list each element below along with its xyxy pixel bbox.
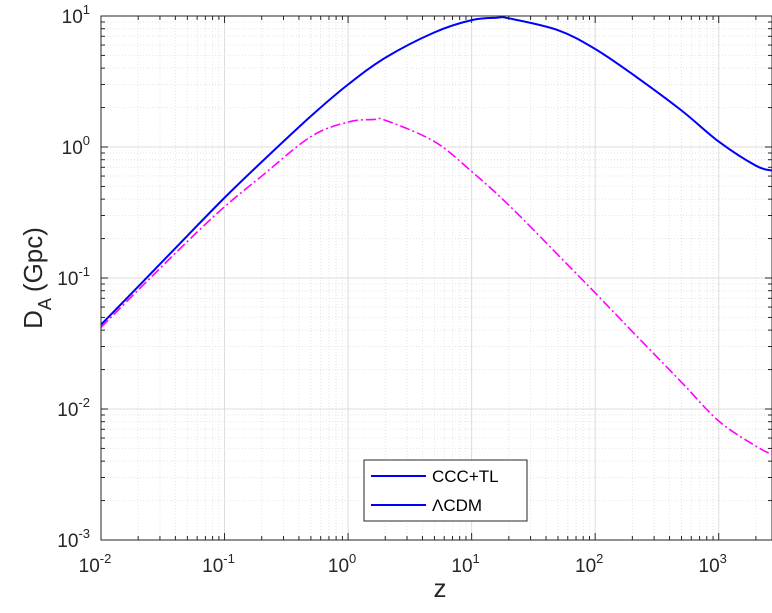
y-axis-label-unit: (Gpc) <box>18 227 48 292</box>
y-tick-label: 10-1 <box>57 264 90 290</box>
y-tick-label: 100 <box>62 133 90 159</box>
x-axis-label: z <box>434 573 447 603</box>
x-tick-label: 10-1 <box>202 551 235 577</box>
x-tick-label: 100 <box>328 551 356 577</box>
y-axis-label: DA (Gpc) <box>18 227 55 329</box>
series-line-lcdm <box>100 117 772 456</box>
tick-marks <box>100 15 772 541</box>
y-axis-label-subscript: A <box>35 298 55 310</box>
x-tick-label: 103 <box>699 551 727 577</box>
legend-box <box>363 459 528 522</box>
y-tick-labels: 10-3 10-2 10-1 100 101 <box>57 2 90 552</box>
legend-label-lcdm: ΛCDM <box>432 496 482 515</box>
y-tick-label: 10-2 <box>57 395 90 421</box>
y-axis-label-main: D <box>18 310 48 329</box>
x-tick-label: 10-2 <box>79 551 112 577</box>
x-tick-label: 101 <box>451 551 479 577</box>
legend: CCC+TL ΛCDM <box>363 459 528 522</box>
x-tick-label: 102 <box>575 551 603 577</box>
y-tick-label: 101 <box>62 2 90 28</box>
x-tick-labels: 10-2 10-1 100 101 102 103 <box>79 551 727 577</box>
grid <box>100 15 772 541</box>
legend-label-ccc-tl: CCC+TL <box>432 467 499 486</box>
y-tick-label: 10-3 <box>57 526 90 552</box>
